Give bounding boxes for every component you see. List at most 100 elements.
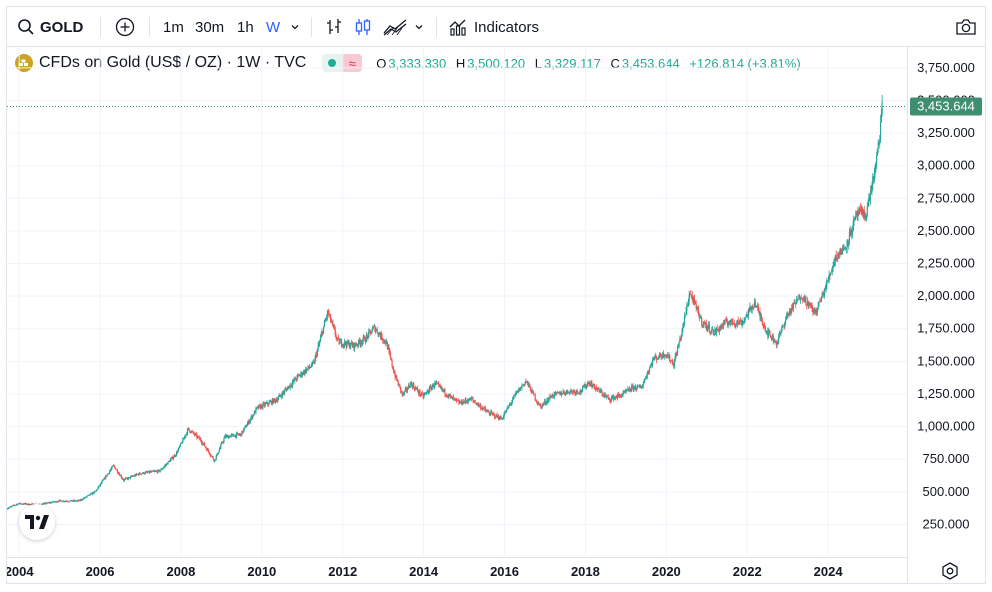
- ohlc-bars-icon: [327, 19, 341, 34]
- candle-body: [780, 331, 782, 333]
- candles-style-button[interactable]: [353, 7, 373, 47]
- candle-body: [195, 433, 197, 435]
- candle-body: [315, 354, 317, 358]
- candle-body: [524, 382, 526, 385]
- candle-body: [258, 405, 260, 409]
- candle-body: [336, 337, 339, 339]
- price-axis-labels: 250.000 500.000 750.000 1,000.000 1,250.000 1…: [910, 60, 982, 531]
- symbol-search[interactable]: GOLD: [17, 7, 83, 47]
- candle-body: [659, 353, 662, 357]
- x-tick-label: 2024: [814, 564, 844, 579]
- candle-body: [476, 404, 478, 405]
- interval-1h[interactable]: 1h: [237, 7, 254, 47]
- y-tick-label: 750.000: [923, 451, 970, 466]
- candle-body: [481, 407, 483, 410]
- candle-body: [851, 229, 854, 233]
- candle-body: [796, 299, 798, 301]
- candle-body: [90, 493, 92, 495]
- candle-body: [619, 394, 621, 396]
- candle-body: [677, 346, 679, 348]
- indicators-button[interactable]: Indicators: [448, 7, 539, 47]
- time-axis[interactable]: 2004 2006 2008 2010 2012 2014 2016 2018 2020 2022…: [5, 557, 907, 584]
- candle-body: [152, 470, 154, 472]
- divider: [149, 17, 150, 37]
- candle-body: [145, 471, 147, 473]
- candle-body: [211, 455, 213, 457]
- candle-body: [334, 329, 336, 335]
- candle-body: [604, 394, 606, 396]
- y-tick-label: 2,000.000: [917, 288, 975, 303]
- price-axis[interactable]: 250.000 500.000 750.000 1,000.000 1,250.000 1…: [907, 47, 985, 584]
- candle-body: [127, 477, 129, 480]
- candle-body: [578, 392, 581, 394]
- candle-body: [685, 310, 687, 316]
- candle-body: [150, 471, 152, 473]
- candle-body: [739, 320, 742, 322]
- style-dropdown[interactable]: [413, 7, 425, 47]
- candle-body: [694, 300, 697, 305]
- candle-body: [515, 392, 517, 395]
- price-plot[interactable]: [7, 47, 907, 557]
- candle-body: [614, 396, 616, 398]
- candle-body: [403, 393, 405, 395]
- candle-body: [73, 500, 75, 502]
- candle-body: [507, 407, 509, 409]
- candle-body: [47, 502, 49, 504]
- candle-body: [340, 340, 343, 346]
- candle-body: [492, 413, 494, 415]
- candle-body: [471, 398, 473, 400]
- candle-body: [620, 395, 622, 398]
- candle-body: [204, 446, 206, 448]
- candle-body: [235, 435, 237, 437]
- candle-body: [346, 340, 348, 347]
- compare-button[interactable]: [115, 7, 135, 47]
- candle-body: [688, 294, 690, 302]
- candle-body: [396, 375, 398, 381]
- candle-body: [769, 332, 771, 336]
- candle-body: [601, 391, 603, 395]
- interval-w[interactable]: W: [266, 7, 280, 47]
- area-style-button[interactable]: [382, 7, 408, 47]
- candle-body: [832, 266, 834, 269]
- candle-body: [480, 405, 482, 409]
- candle-body: [81, 499, 83, 501]
- candle-body: [652, 359, 655, 360]
- candle-body: [330, 320, 332, 323]
- candle-body: [102, 480, 104, 482]
- interval-dropdown[interactable]: [289, 7, 301, 47]
- candle-body: [366, 335, 368, 337]
- candle-body: [686, 305, 688, 311]
- candle-body: [426, 391, 428, 393]
- candle-body: [798, 296, 800, 298]
- candle-body: [387, 347, 389, 350]
- candle-body: [312, 362, 315, 364]
- snapshot-button[interactable]: [955, 7, 977, 47]
- candle-body: [450, 396, 452, 397]
- candle-body: [718, 328, 721, 332]
- candle-body: [687, 305, 689, 307]
- candle-body: [578, 393, 580, 395]
- candle-body: [746, 314, 749, 317]
- candle-body: [736, 320, 739, 324]
- interval-30m[interactable]: 30m: [195, 7, 224, 47]
- candle-body: [388, 347, 390, 351]
- candle-body: [418, 390, 420, 394]
- bars-style-button[interactable]: [324, 7, 344, 47]
- candle-body: [715, 328, 718, 334]
- candle-body: [838, 253, 840, 255]
- candle-body: [442, 389, 444, 391]
- candle-body: [301, 372, 303, 376]
- candle-body: [301, 374, 304, 376]
- candle-body: [776, 342, 778, 345]
- candle-body: [452, 397, 454, 399]
- candle-body: [816, 310, 818, 313]
- candle-body: [482, 408, 484, 410]
- axis-settings-button[interactable]: [939, 560, 961, 582]
- close-value: 3,453.644: [621, 55, 680, 71]
- candle-body: [723, 322, 725, 325]
- candle-body: [435, 382, 437, 384]
- candle-body: [154, 471, 157, 472]
- tradingview-logo[interactable]: [19, 504, 55, 540]
- interval-1m[interactable]: 1m: [163, 7, 184, 47]
- candle-body: [807, 301, 809, 308]
